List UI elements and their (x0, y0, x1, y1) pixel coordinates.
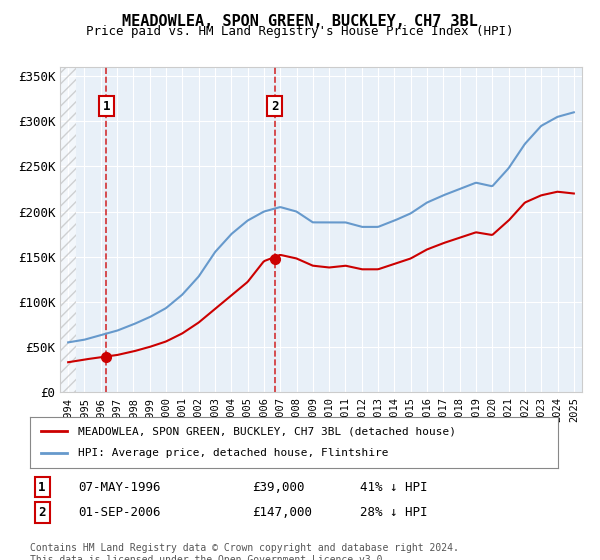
Text: 41% ↓ HPI: 41% ↓ HPI (360, 480, 427, 494)
Text: 01-SEP-2006: 01-SEP-2006 (78, 506, 161, 519)
Text: 28% ↓ HPI: 28% ↓ HPI (360, 506, 427, 519)
Text: £39,000: £39,000 (252, 480, 305, 494)
Text: 2: 2 (38, 506, 46, 519)
Text: £147,000: £147,000 (252, 506, 312, 519)
Text: MEADOWLEA, SPON GREEN, BUCKLEY, CH7 3BL (detached house): MEADOWLEA, SPON GREEN, BUCKLEY, CH7 3BL … (77, 426, 455, 436)
Text: 2: 2 (271, 100, 278, 113)
Text: 1: 1 (38, 480, 46, 494)
Text: MEADOWLEA, SPON GREEN, BUCKLEY, CH7 3BL: MEADOWLEA, SPON GREEN, BUCKLEY, CH7 3BL (122, 14, 478, 29)
Text: 07-MAY-1996: 07-MAY-1996 (78, 480, 161, 494)
Bar (60, 67, 76, 392)
Text: 1: 1 (103, 100, 110, 113)
Text: Contains HM Land Registry data © Crown copyright and database right 2024.
This d: Contains HM Land Registry data © Crown c… (30, 543, 459, 560)
Text: Price paid vs. HM Land Registry's House Price Index (HPI): Price paid vs. HM Land Registry's House … (86, 25, 514, 38)
Text: HPI: Average price, detached house, Flintshire: HPI: Average price, detached house, Flin… (77, 449, 388, 459)
